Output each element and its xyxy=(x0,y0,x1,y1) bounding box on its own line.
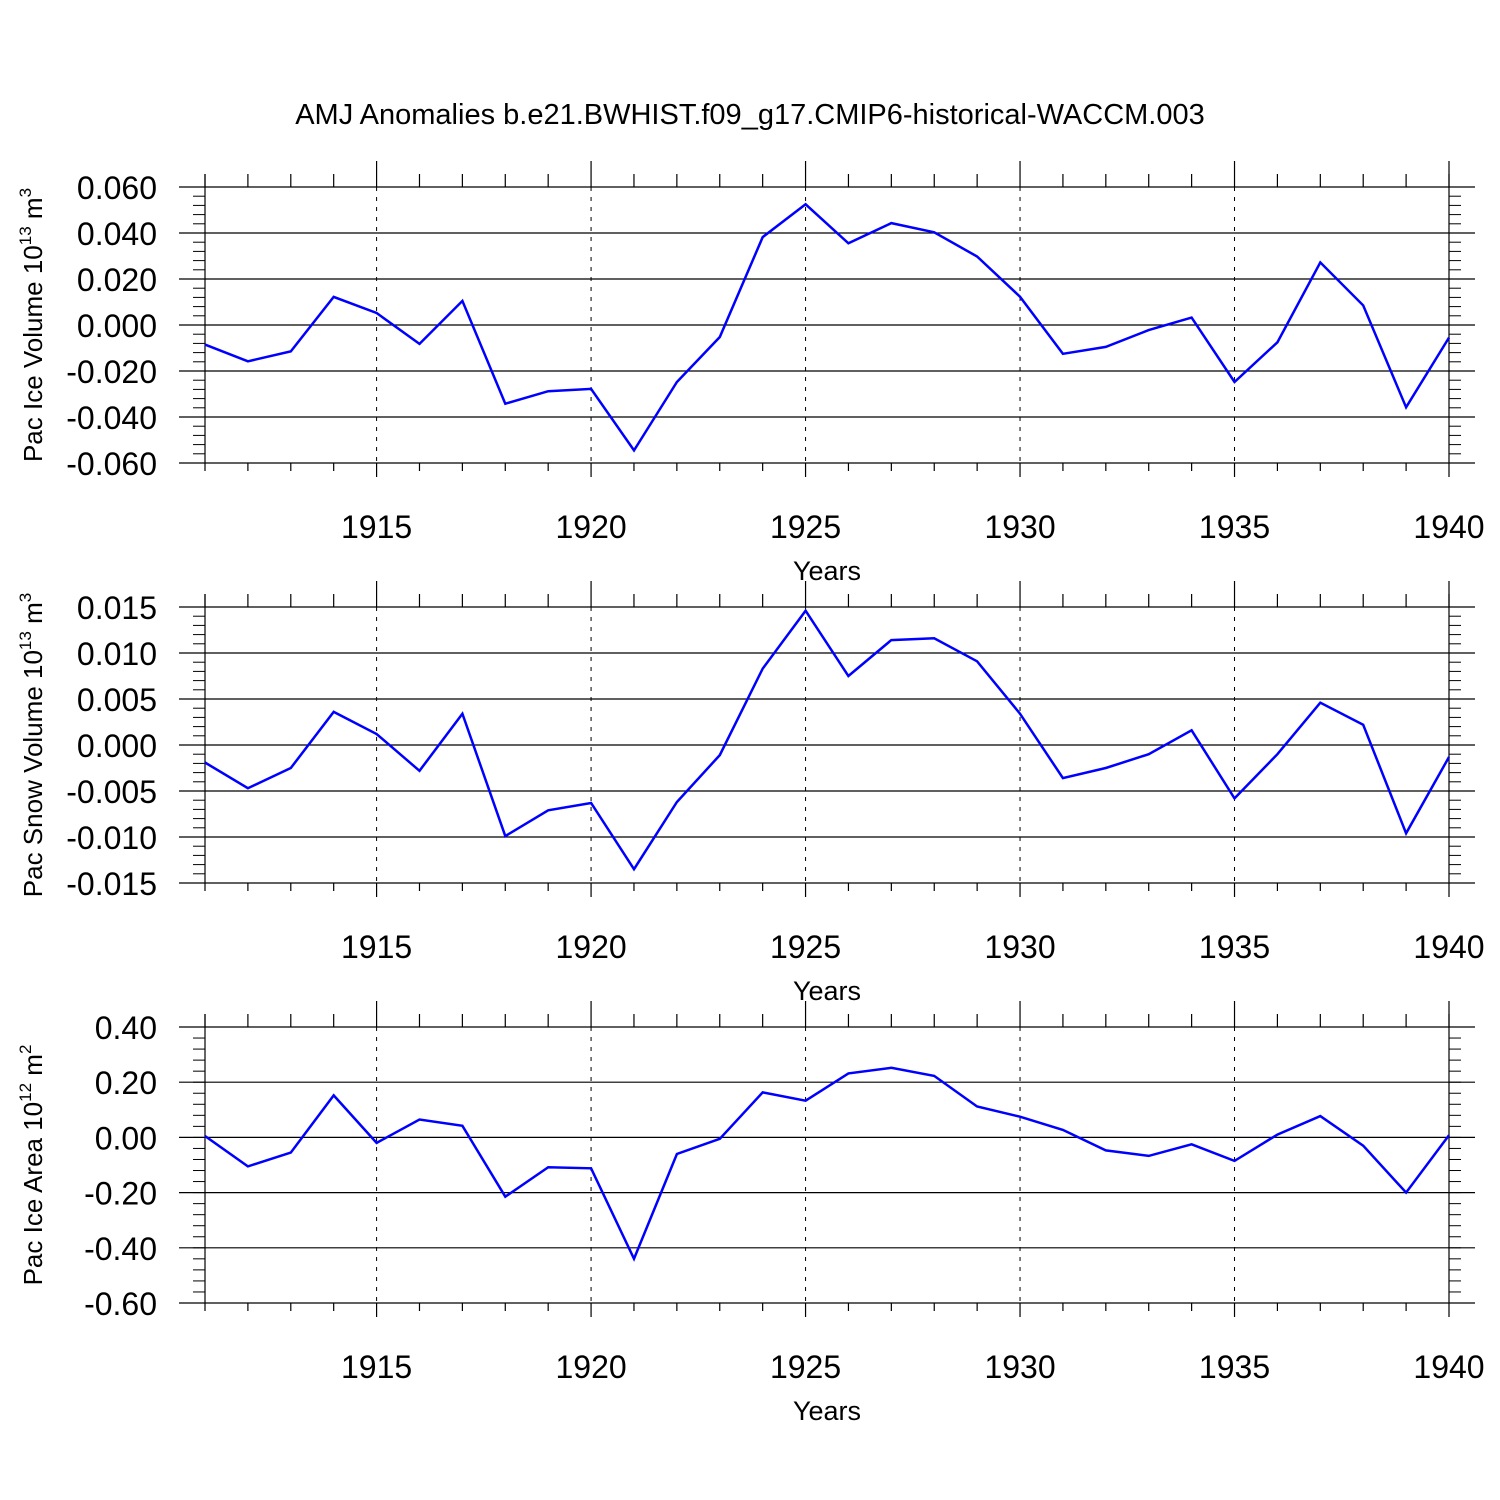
y-axis-label-unit-exponent: 2 xyxy=(16,1045,35,1054)
x-tick-label: 1935 xyxy=(1199,509,1270,545)
y-tick-label: -0.005 xyxy=(66,774,157,810)
y-axis-label-text: Pac Ice Area 10 xyxy=(18,1102,48,1286)
y-tick-label: -0.020 xyxy=(66,354,157,390)
y-tick-label: 0.040 xyxy=(77,216,157,252)
y-axis-label-unit: m xyxy=(18,197,48,226)
x-tick-label: 1940 xyxy=(1413,509,1484,545)
x-axis-label: Years xyxy=(793,976,861,1006)
y-tick-label: 0.060 xyxy=(77,170,157,206)
y-tick-label: -0.60 xyxy=(84,1286,157,1322)
y-axis-label-unit-exponent: 3 xyxy=(16,593,35,602)
x-tick-label: 1915 xyxy=(341,1349,412,1385)
x-tick-label: 1920 xyxy=(555,509,626,545)
chart-title: AMJ Anomalies b.e21.BWHIST.f09_g17.CMIP6… xyxy=(295,99,1205,131)
y-tick-label: 0.015 xyxy=(77,590,157,626)
x-tick-label: 1940 xyxy=(1413,929,1484,965)
x-axis-label: Years xyxy=(793,556,861,586)
y-tick-label: 0.020 xyxy=(77,262,157,298)
data-series-line xyxy=(204,608,1451,872)
chart-panel-2: -0.015 -0.010 -0.005 0.000 0.005 0.010 0.015 19… xyxy=(16,581,1485,1006)
y-axis-label: Pac Snow Volume 1013 m3 xyxy=(16,593,48,897)
x-tick-label: 1935 xyxy=(1199,929,1270,965)
y-axis-label-exponent: 13 xyxy=(16,226,35,245)
y-tick-label: 0.010 xyxy=(77,636,157,672)
y-tick-label: 0.000 xyxy=(77,728,157,764)
y-tick-label: -0.20 xyxy=(84,1176,157,1212)
y-axis-label-exponent: 12 xyxy=(16,1083,35,1102)
y-axis-label-unit: m xyxy=(18,1054,48,1083)
y-axis-label-unit: m xyxy=(18,602,48,631)
x-tick-label: 1920 xyxy=(555,1349,626,1385)
x-tick-label: 1940 xyxy=(1413,1349,1484,1385)
y-tick-label: 0.20 xyxy=(95,1065,157,1101)
x-tick-label: 1915 xyxy=(341,509,412,545)
y-tick-label: 0.00 xyxy=(95,1120,157,1156)
x-tick-label: 1925 xyxy=(770,929,841,965)
chart-panel-1: -0.060 -0.040 -0.020 0.000 0.020 0.040 0.060 19… xyxy=(16,161,1485,586)
y-axis-label: Pac Ice Volume 1013 m3 xyxy=(16,188,48,462)
x-tick-label: 1925 xyxy=(770,1349,841,1385)
y-axis-label-exponent: 13 xyxy=(16,631,35,650)
y-axis-label-text: Pac Snow Volume 10 xyxy=(18,650,48,897)
x-tick-label: 1925 xyxy=(770,509,841,545)
chart-panel-3: -0.60 -0.40 -0.20 0.00 0.20 0.40 1915 1920 1925 1… xyxy=(16,1001,1485,1426)
y-tick-label: -0.040 xyxy=(66,400,157,436)
x-tick-label: 1930 xyxy=(984,1349,1055,1385)
x-tick-label: 1930 xyxy=(984,929,1055,965)
data-series-line xyxy=(204,202,1451,453)
data-series-line xyxy=(204,1066,1451,1262)
chart-panels: -0.060 -0.040 -0.020 0.000 0.020 0.040 0.060 19… xyxy=(16,161,1485,1426)
x-tick-label: 1915 xyxy=(341,929,412,965)
y-axis-label-text: Pac Ice Volume 10 xyxy=(18,245,48,462)
y-tick-label: 0.005 xyxy=(77,682,157,718)
y-tick-label: -0.015 xyxy=(66,866,157,902)
y-axis-label: Pac Ice Area 1012 m2 xyxy=(16,1045,48,1286)
y-tick-label: 0.40 xyxy=(95,1010,157,1046)
y-axis-label-unit-exponent: 3 xyxy=(16,188,35,197)
x-tick-label: 1935 xyxy=(1199,1349,1270,1385)
x-axis-label: Years xyxy=(793,1396,861,1426)
x-tick-label: 1920 xyxy=(555,929,626,965)
y-tick-label: -0.010 xyxy=(66,820,157,856)
y-tick-label: 0.000 xyxy=(77,308,157,344)
y-tick-label: -0.40 xyxy=(84,1231,157,1267)
y-tick-label: -0.060 xyxy=(66,446,157,482)
x-tick-label: 1930 xyxy=(984,509,1055,545)
